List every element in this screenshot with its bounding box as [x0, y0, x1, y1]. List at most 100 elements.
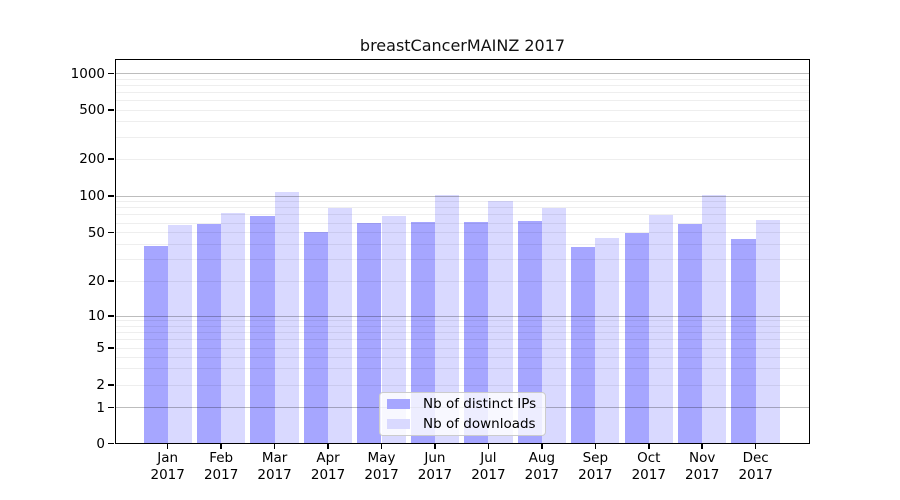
x-tick-mark — [434, 443, 436, 449]
x-tick-label-may: May 2017 — [347, 450, 417, 484]
x-tick-month: Aug — [528, 450, 556, 466]
x-tick-month: Apr — [316, 450, 340, 466]
x-tick-year: 2017 — [471, 467, 506, 483]
chart-title: breastCancerMAINZ 2017 — [359, 36, 566, 55]
y-tick-mark — [108, 195, 114, 197]
bar-downloads-feb — [221, 212, 246, 444]
x-tick-mark — [166, 443, 169, 449]
y-tick-mark — [108, 384, 114, 386]
x-tick-mark — [754, 443, 757, 449]
x-tick-year: 2017 — [257, 467, 292, 483]
x-tick-mark — [594, 443, 597, 449]
bar-downloads-apr — [328, 207, 353, 444]
x-tick-year: 2017 — [203, 467, 239, 483]
x-tick-label-sep: Sep 2017 — [560, 450, 630, 484]
gridline-minor — [115, 136, 810, 138]
x-tick-mark — [327, 443, 329, 449]
x-tick-label-dec: Dec 2017 — [721, 450, 791, 484]
x-tick-label-apr: Apr 2017 — [293, 450, 363, 484]
bar-downloads-nov — [702, 195, 727, 444]
legend-label-downloads: Nb of downloads — [423, 416, 536, 432]
gridline-minor — [115, 78, 810, 80]
y-tick-mark — [108, 72, 114, 75]
bar-distinct-ips-dec — [731, 239, 756, 444]
x-tick-mark — [541, 443, 543, 449]
y-tick-label: 10 — [87, 308, 105, 324]
gridline-minor — [115, 99, 810, 101]
y-tick-label: 20 — [87, 273, 105, 289]
x-tick-year: 2017 — [685, 467, 720, 483]
x-tick-mark — [220, 443, 222, 449]
y-tick-mark — [108, 231, 114, 234]
bar-distinct-ips-nov — [678, 223, 703, 444]
bar-downloads-mar — [274, 192, 299, 444]
x-tick-label-mar: Mar 2017 — [240, 450, 310, 484]
x-tick-year: 2017 — [150, 467, 185, 483]
bar-distinct-ips-may — [357, 223, 382, 444]
x-tick-month: Oct — [637, 450, 661, 466]
x-tick-year: 2017 — [578, 467, 613, 483]
y-tick-mark — [108, 315, 114, 317]
y-tick-label: 2 — [96, 377, 105, 393]
y-tick-label: 200 — [79, 151, 105, 167]
y-tick-label: 0 — [96, 435, 105, 452]
bar-distinct-ips-oct — [624, 232, 649, 444]
y-tick-mark — [108, 280, 114, 282]
x-tick-label-jan: Jan 2017 — [133, 450, 203, 484]
x-tick-mark — [273, 443, 276, 449]
x-tick-year: 2017 — [364, 467, 399, 483]
legend-swatch-downloads — [387, 419, 410, 429]
gridline-major — [115, 73, 810, 74]
bar-distinct-ips-sep — [571, 247, 596, 444]
y-tick-mark — [108, 109, 114, 111]
x-tick-year: 2017 — [524, 467, 560, 483]
bar-distinct-ips-jan — [143, 245, 168, 444]
x-tick-label-feb: Feb 2017 — [186, 450, 256, 484]
legend-label-distinct-ips: Nb of distinct IPs — [423, 396, 537, 412]
gridline-minor — [115, 158, 810, 160]
x-tick-mark — [648, 443, 650, 449]
gridline-minor — [115, 121, 810, 123]
x-tick-label-oct: Oct 2017 — [614, 450, 684, 484]
y-tick-label: 5 — [96, 340, 105, 356]
x-tick-year: 2017 — [738, 467, 773, 483]
x-tick-month: Sep — [582, 450, 609, 466]
legend: Nb of distinct IPs Nb of downloads — [379, 392, 546, 436]
x-tick-label-jul: Jul 2017 — [453, 450, 523, 484]
x-tick-month: Jul — [480, 450, 497, 466]
x-tick-mark — [380, 443, 383, 449]
x-tick-month: May — [367, 450, 396, 466]
legend-row-distinct-ips: Nb of distinct IPs — [387, 396, 537, 412]
bar-downloads-oct — [648, 214, 673, 444]
y-tick-label: 500 — [79, 102, 105, 118]
gridline-minor — [115, 84, 810, 86]
bar-distinct-ips-apr — [303, 231, 329, 444]
bar-downloads-jan — [167, 224, 192, 444]
y-tick-label: 100 — [79, 188, 105, 204]
x-tick-month: Jun — [424, 450, 446, 466]
y-tick-label: 50 — [87, 224, 105, 241]
y-tick-mark — [108, 406, 114, 409]
gridline-minor — [115, 91, 810, 93]
y-tick-label: 1 — [96, 399, 105, 416]
x-tick-month: Dec — [742, 450, 769, 466]
bar-distinct-ips-feb — [196, 223, 222, 444]
x-tick-mark — [701, 443, 703, 449]
y-tick-mark — [108, 442, 114, 445]
y-tick-mark — [108, 347, 114, 349]
x-tick-year: 2017 — [631, 467, 666, 483]
x-tick-month: Jan — [157, 450, 179, 466]
x-tick-year: 2017 — [310, 467, 346, 483]
bar-downloads-dec — [755, 219, 780, 444]
x-tick-month: Nov — [689, 450, 716, 466]
x-tick-label-aug: Aug 2017 — [507, 450, 577, 484]
legend-row-downloads: Nb of downloads — [387, 416, 537, 432]
gridline-minor — [115, 109, 810, 111]
legend-swatch-distinct-ips — [387, 399, 410, 409]
x-tick-label-nov: Nov 2017 — [667, 450, 737, 484]
x-tick-year: 2017 — [417, 467, 453, 483]
bar-distinct-ips-mar — [250, 215, 275, 444]
x-tick-mark — [487, 443, 490, 449]
x-tick-month: Feb — [209, 450, 234, 466]
